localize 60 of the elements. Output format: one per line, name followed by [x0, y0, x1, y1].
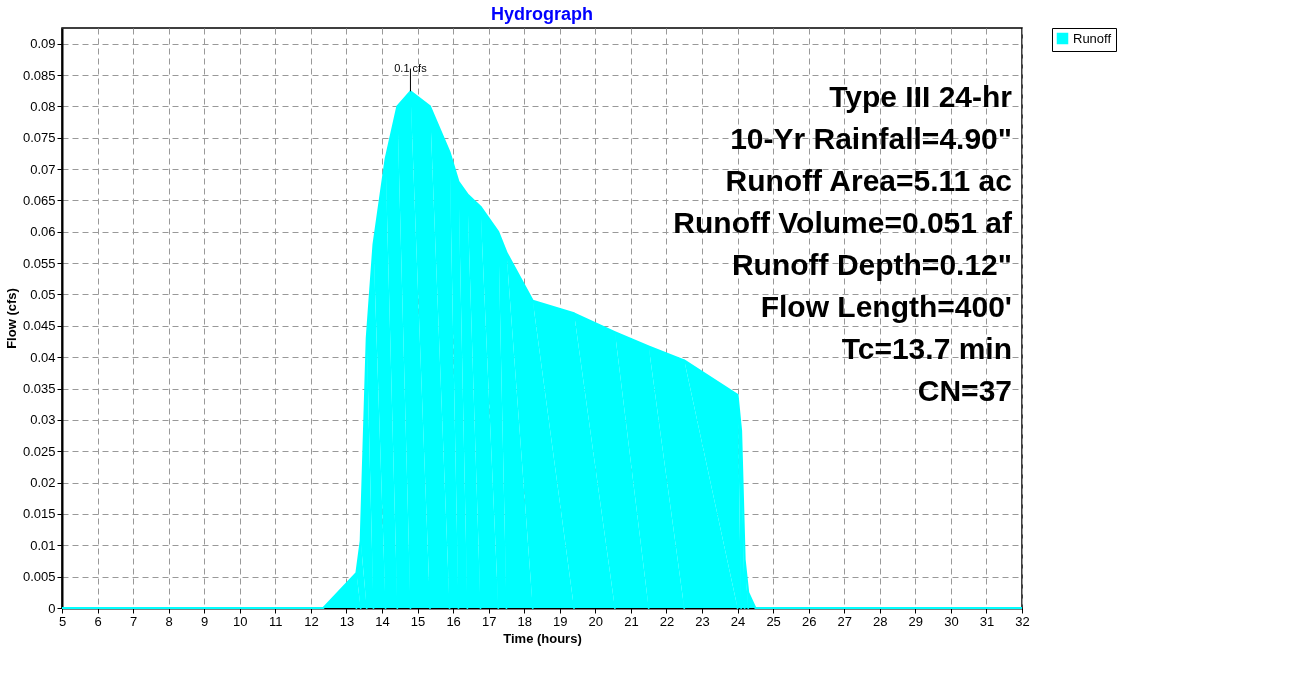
x-tick-label: 28 [873, 613, 888, 629]
y-tick-label: 0.02 [30, 475, 56, 491]
x-tick-label: 13 [339, 613, 355, 629]
y-tick-label: 0.005 [22, 569, 56, 585]
x-tick-label: 10 [233, 613, 248, 629]
x-tick-label: 24 [730, 613, 746, 629]
y-tick-label: 0.075 [22, 130, 56, 146]
y-tick-label: 0.09 [30, 36, 56, 52]
annotation: Flow Length=400' [760, 290, 1012, 323]
x-tick-label: 15 [410, 613, 426, 629]
x-tick-label: 31 [979, 613, 995, 629]
legend-label: Runoff [1073, 30, 1112, 46]
annotation: 0.1 cfs [394, 62, 428, 75]
x-tick-label: 12 [304, 613, 319, 629]
chart-title: Hydrograph [490, 3, 594, 24]
y-tick-label: 0.045 [22, 318, 56, 334]
y-tick-label: 0.04 [30, 349, 56, 365]
x-tick-label: 30 [944, 613, 959, 629]
y-tick-label: 0.01 [30, 537, 56, 553]
x-tick-label: 6 [94, 613, 102, 629]
y-tick-label: 0.06 [30, 224, 56, 240]
y-tick-label: 0.065 [22, 192, 56, 208]
x-tick-label: 32 [1015, 613, 1030, 629]
x-tick-label: 25 [766, 613, 781, 629]
y-tick-label: 0.07 [30, 161, 56, 177]
x-tick-label: 7 [129, 613, 138, 629]
x-tick-label: 18 [517, 613, 532, 629]
x-tick-label: 17 [481, 613, 497, 629]
y-tick-label: 0.03 [30, 412, 56, 428]
x-tick-label: 26 [801, 613, 817, 629]
x-tick-label: 5 [58, 613, 67, 629]
annotation: Type III 24-hr [829, 80, 1013, 113]
x-tick-label: 27 [837, 613, 852, 629]
y-tick-label: 0.055 [22, 255, 56, 271]
annotation: Runoff Volume=0.051 af [673, 206, 1014, 239]
annotation: 10-Yr Rainfall=4.90" [730, 122, 1012, 155]
x-axis-title: Time (hours) [503, 630, 582, 646]
x-tick-label: 22 [659, 613, 675, 629]
x-tick-label: 8 [165, 613, 173, 629]
y-tick-label: 0.085 [22, 67, 56, 83]
x-tick-label: 21 [624, 613, 639, 629]
annotation: Runoff Depth=0.12" [731, 248, 1012, 281]
y-tick-label: 0.015 [22, 506, 56, 522]
x-tick-label: 29 [908, 613, 924, 629]
x-tick-label: 16 [446, 613, 461, 629]
y-axis-title: Flow (cfs) [3, 288, 19, 349]
y-tick-label: 0.05 [30, 286, 56, 302]
x-tick-label: 20 [588, 613, 604, 629]
x-tick-label: 23 [695, 613, 710, 629]
y-tick-label: 0 [48, 600, 56, 616]
x-tick-label: 11 [269, 613, 283, 629]
x-tick-label: 14 [375, 613, 390, 629]
x-tick-label: 19 [553, 613, 568, 629]
x-tick-label: 9 [201, 613, 209, 629]
y-tick-label: 0.08 [30, 98, 56, 114]
annotation: Tc=13.7 min [841, 332, 1012, 365]
y-tick-label: 0.025 [22, 443, 56, 459]
annotation: CN=37 [917, 374, 1012, 407]
annotation: Runoff Area=5.11 ac [725, 164, 1012, 197]
y-tick-label: 0.035 [22, 381, 56, 397]
